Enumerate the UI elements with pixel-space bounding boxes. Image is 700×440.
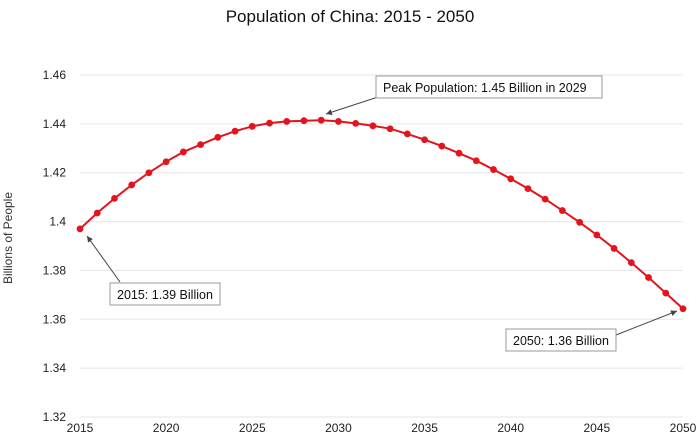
y-tick-label: 1.46 (43, 68, 67, 82)
data-point (455, 149, 463, 157)
data-point (93, 209, 101, 217)
annotation-peak-text: Peak Population: 1.45 Billion in 2029 (383, 81, 587, 95)
data-point (507, 175, 515, 183)
data-point (248, 122, 256, 130)
chart-title: Population of China: 2015 - 2050 (226, 7, 475, 26)
data-point (214, 133, 222, 141)
data-point (283, 118, 291, 125)
data-point (317, 116, 325, 124)
annotation-2050: 2050: 1.36 Billion (505, 310, 678, 352)
x-tick-label: 2030 (325, 421, 352, 435)
y-tick-label: 1.44 (43, 117, 67, 131)
y-tick-label: 1.4 (49, 215, 66, 229)
data-point (662, 289, 670, 297)
data-point (145, 169, 153, 177)
annotation-2015-leader (86, 235, 121, 283)
data-point (559, 207, 566, 214)
annotation-2050-leader (615, 310, 678, 336)
data-point (76, 225, 84, 233)
y-axis-label: Billions of People (1, 192, 15, 284)
data-point (679, 305, 687, 313)
data-point (627, 259, 635, 267)
data-point (490, 166, 497, 173)
x-axis-ticks: 2015 2020 2025 2030 2035 2040 2045 2050 (67, 421, 697, 435)
data-point (300, 117, 308, 125)
x-tick-label: 2015 (67, 421, 94, 435)
series-line-group (79, 119, 684, 310)
x-tick-label: 2025 (239, 421, 266, 435)
x-tick-label: 2050 (670, 421, 697, 435)
x-tick-label: 2035 (411, 421, 438, 435)
annotation-peak-leader (325, 96, 379, 115)
x-tick-label: 2040 (497, 421, 524, 435)
x-tick-label: 2045 (584, 421, 611, 435)
data-point (128, 181, 136, 189)
y-axis-ticks: 1.32 1.34 1.36 1.38 1.4 1.42 1.44 1.46 (43, 68, 67, 424)
y-tick-label: 1.34 (43, 361, 67, 375)
x-tick-label: 2020 (153, 421, 180, 435)
data-point (111, 194, 118, 202)
data-point (524, 185, 532, 192)
y-tick-label: 1.32 (43, 410, 67, 424)
data-point (352, 119, 360, 127)
data-points (76, 116, 687, 313)
data-point (421, 136, 428, 144)
data-point (335, 118, 342, 125)
data-point (593, 231, 601, 239)
y-tick-label: 1.36 (43, 312, 67, 326)
data-point (576, 218, 584, 226)
data-point (472, 157, 480, 165)
annotation-peak: Peak Population: 1.45 Billion in 2029 (325, 75, 603, 115)
data-point (403, 130, 411, 138)
annotation-2015: 2015: 1.39 Billion (86, 235, 221, 306)
annotation-2015-text: 2015: 1.39 Billion (117, 288, 213, 302)
annotation-2015-box (109, 282, 221, 306)
annotation-peak-box (375, 75, 603, 99)
annotation-2050-text: 2050: 1.36 Billion (513, 334, 609, 348)
series-line (79, 119, 684, 310)
data-point (231, 127, 239, 135)
data-point (610, 245, 618, 252)
data-point (541, 195, 549, 203)
data-point (179, 148, 187, 156)
annotation-2050-box (505, 328, 617, 352)
data-point (162, 158, 170, 166)
data-point (438, 142, 446, 150)
gridlines (80, 74, 683, 418)
y-tick-label: 1.38 (43, 263, 67, 277)
data-point (369, 122, 377, 130)
data-point (386, 125, 394, 133)
data-point (266, 119, 273, 127)
y-tick-label: 1.42 (43, 166, 67, 180)
data-point (197, 141, 205, 149)
data-point (645, 274, 652, 281)
